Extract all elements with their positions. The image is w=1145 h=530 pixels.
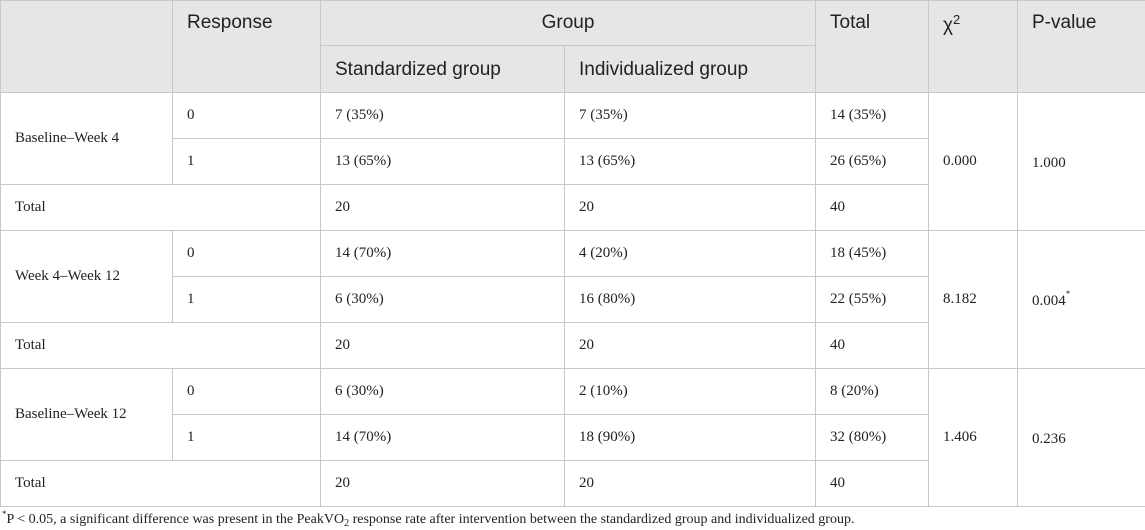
table-row: Baseline–Week 12 0 6 (30%) 2 (10%) 8 (20… <box>0 368 1145 507</box>
header-blank-cell <box>0 0 173 93</box>
grand-total: 40 <box>815 322 929 369</box>
total-label: Total <box>0 184 321 231</box>
total-label: Total <box>0 322 321 369</box>
table-body: Baseline–Week 4 0 7 (35%) 7 (35%) 14 (35… <box>0 92 1145 507</box>
response-cell: 0 <box>172 230 321 277</box>
chi-symbol: χ <box>943 15 953 36</box>
table-row: Week 4–Week 12 0 14 (70%) 4 (20%) 18 (45… <box>0 230 1145 369</box>
p-value-cell: 0.004* <box>1017 230 1145 369</box>
standardized-total: 20 <box>320 460 565 507</box>
standardized-cell: 14 (70%) <box>320 414 565 461</box>
response-cell: 0 <box>172 92 321 139</box>
response-cell: 1 <box>172 414 321 461</box>
chi2-value: 0.000 <box>928 92 1018 231</box>
total-cell: 32 (80%) <box>815 414 929 461</box>
standardized-cell: 6 (30%) <box>320 276 565 323</box>
p-value: 1.000 <box>1032 155 1066 171</box>
p-value-cell: 0.236 <box>1017 368 1145 507</box>
standardized-cell: 13 (65%) <box>320 138 565 185</box>
response-cell: 1 <box>172 138 321 185</box>
response-cell: 1 <box>172 276 321 323</box>
table-row: Baseline–Week 4 0 7 (35%) 7 (35%) 14 (35… <box>0 92 1145 231</box>
total-cell: 18 (45%) <box>815 230 929 277</box>
individualized-total: 20 <box>564 460 816 507</box>
individualized-cell: 13 (65%) <box>564 138 816 185</box>
individualized-cell: 18 (90%) <box>564 414 816 461</box>
footnote-marker: * <box>2 509 7 519</box>
standardized-cell: 6 (30%) <box>320 368 565 415</box>
p-value: 0.004 <box>1032 293 1066 309</box>
footnote-text-after: response rate after intervention between… <box>349 512 855 527</box>
chi2-value: 1.406 <box>928 368 1018 507</box>
individualized-cell: 7 (35%) <box>564 92 816 139</box>
total-row: Total 20 20 40 <box>0 460 1145 507</box>
footnote-text-before: P < 0.05, a significant difference was p… <box>6 512 345 527</box>
total-cell: 26 (65%) <box>815 138 929 185</box>
total-label: Total <box>0 460 321 507</box>
significance-marker: * <box>1065 289 1071 299</box>
response-cell: 0 <box>172 368 321 415</box>
table-header: Response Group Total χ2 P-value Standard… <box>0 0 1145 93</box>
p-value: 0.236 <box>1032 431 1066 447</box>
chi-superscript: 2 <box>952 12 961 27</box>
header-group: Group <box>320 0 816 46</box>
individualized-total: 20 <box>564 184 816 231</box>
header-total: Total <box>815 0 929 93</box>
table-row: 1 13 (65%) 13 (65%) 26 (65%) <box>1 138 1145 185</box>
header-standardized-group: Standardized group <box>320 45 565 93</box>
table-footnote: *P < 0.05, a significant difference was … <box>2 509 1142 529</box>
individualized-total: 20 <box>564 322 816 369</box>
individualized-cell: 4 (20%) <box>564 230 816 277</box>
p-value-cell: 1.000 <box>1017 92 1145 231</box>
total-cell: 14 (35%) <box>815 92 929 139</box>
table-row: 1 6 (30%) 16 (80%) 22 (55%) <box>1 276 1145 323</box>
table-row: 1 14 (70%) 18 (90%) 32 (80%) <box>1 414 1145 461</box>
header-individualized-group: Individualized group <box>564 45 816 93</box>
period-label: Baseline–Week 4 <box>0 92 173 185</box>
footnote-subscript: 2 <box>344 518 350 529</box>
standardized-cell: 7 (35%) <box>320 92 565 139</box>
header-p-value: P-value <box>1017 0 1145 93</box>
standardized-total: 20 <box>320 322 565 369</box>
individualized-cell: 16 (80%) <box>564 276 816 323</box>
standardized-cell: 14 (70%) <box>320 230 565 277</box>
standardized-total: 20 <box>320 184 565 231</box>
period-label: Week 4–Week 12 <box>0 230 173 323</box>
total-row: Total 20 20 40 <box>0 184 1145 231</box>
period-label: Baseline–Week 12 <box>0 368 173 461</box>
chi2-value: 8.182 <box>928 230 1018 369</box>
header-response: Response <box>172 0 321 93</box>
header-chi-square: χ2 <box>928 0 1018 93</box>
individualized-cell: 2 (10%) <box>564 368 816 415</box>
grand-total: 40 <box>815 184 929 231</box>
total-cell: 8 (20%) <box>815 368 929 415</box>
results-table: Response Group Total χ2 P-value Standard… <box>0 0 1145 507</box>
total-cell: 22 (55%) <box>815 276 929 323</box>
grand-total: 40 <box>815 460 929 507</box>
